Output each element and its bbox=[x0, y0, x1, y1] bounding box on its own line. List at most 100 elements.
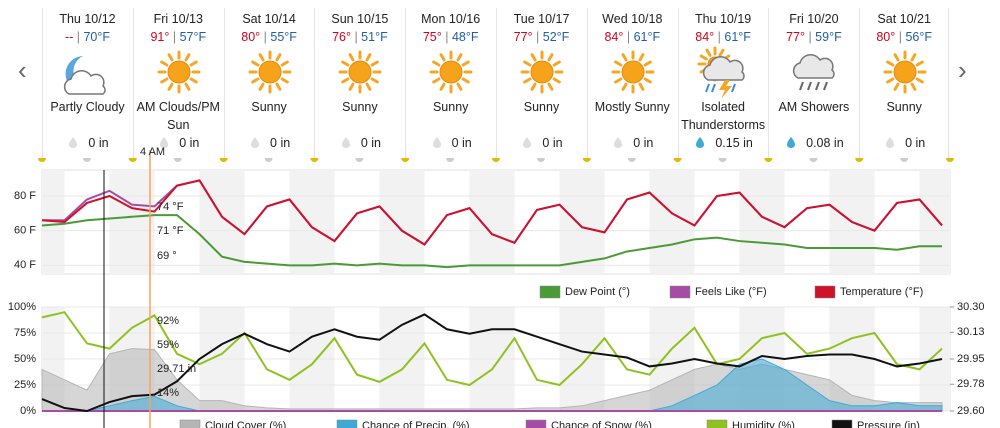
drop-icon bbox=[693, 136, 715, 150]
day-date: Wed 10/18 bbox=[602, 12, 663, 26]
low-temp: 70°F bbox=[83, 30, 111, 44]
day-card: Sun 10/15 76° | 51°F Sunny 0 in bbox=[314, 8, 404, 158]
condition: Mostly Sunny bbox=[594, 100, 670, 114]
moon-dot bbox=[718, 158, 727, 162]
legend-swatch bbox=[831, 419, 853, 428]
legend-label: Cloud Cover (%) bbox=[205, 420, 286, 428]
sun-dot bbox=[492, 158, 500, 162]
night-band bbox=[379, 170, 425, 274]
day-temps: 84° | 61°F bbox=[679, 30, 768, 46]
legend-label: Pressure (in) bbox=[857, 420, 920, 428]
weather-icon bbox=[43, 46, 132, 98]
drop bbox=[886, 137, 895, 148]
next-arrow[interactable]: › bbox=[958, 55, 967, 85]
night-band bbox=[199, 170, 245, 274]
day-card: Tue 10/17 77° | 52°F Sunny 0 in bbox=[496, 8, 586, 158]
sun-dot bbox=[582, 158, 591, 162]
separator: | bbox=[260, 30, 271, 44]
y-tick-label: 0% bbox=[20, 405, 36, 417]
line bbox=[41, 214, 942, 269]
icon bbox=[697, 46, 745, 99]
condition: Sunny bbox=[251, 100, 287, 114]
drop bbox=[523, 137, 532, 148]
moon-dot bbox=[627, 158, 636, 162]
day-temps: -- | 70°F bbox=[43, 30, 132, 46]
icon bbox=[248, 50, 292, 94]
high-temp: 80° bbox=[241, 30, 261, 44]
weather-icon bbox=[497, 46, 586, 98]
day-date: Sat 10/21 bbox=[877, 12, 931, 26]
icon bbox=[611, 50, 655, 94]
weather-icon bbox=[406, 46, 495, 98]
condition: AM Clouds/PM Sun bbox=[136, 100, 220, 132]
drop-icon bbox=[248, 136, 270, 150]
legend-swatch bbox=[706, 419, 728, 428]
hover-value: 74 °F bbox=[157, 201, 184, 213]
y2-tick-label: 29.78 bbox=[957, 378, 985, 390]
precip: 0 in bbox=[588, 136, 677, 152]
legend-label: Chance of Snow (%) bbox=[551, 420, 652, 428]
separator: | bbox=[350, 30, 362, 44]
sun-dot bbox=[764, 158, 773, 162]
day-date: Sat 10/14 bbox=[242, 12, 296, 26]
day-temps: 80° | 56°F bbox=[860, 30, 948, 46]
y2-tick-label: 29.60 bbox=[957, 405, 985, 417]
moon-dot bbox=[173, 158, 182, 162]
separator: | bbox=[441, 30, 452, 44]
precip: 0 in bbox=[225, 136, 314, 152]
low-temp: 57°F bbox=[179, 30, 207, 44]
day-date: Sun 10/15 bbox=[331, 12, 389, 26]
legend-label: Chance of Precip. (%) bbox=[362, 420, 470, 428]
day-card: Wed 10/18 84° | 61°F Mostly Sunny 0 in bbox=[586, 8, 677, 158]
prev-arrow[interactable]: ‹ bbox=[18, 55, 27, 85]
day-card: Sat 10/21 80° | 56°F Sunny 0 in bbox=[859, 8, 950, 158]
separator: | bbox=[804, 30, 816, 44]
drop bbox=[251, 137, 260, 148]
condition: Sunny bbox=[342, 100, 378, 114]
day-card: Sat 10/14 80° | 55°F Sunny 0 in bbox=[223, 8, 314, 158]
legend-label: Humidity (%) bbox=[732, 420, 795, 428]
day-date: Fri 10/13 bbox=[153, 12, 203, 26]
condition: Sunny bbox=[432, 100, 469, 114]
low-temp: 59°F bbox=[815, 30, 842, 44]
y2-tick-label: 30.30 bbox=[957, 301, 985, 313]
y-tick-label: 100% bbox=[8, 301, 36, 313]
precip-amount: 0 in bbox=[360, 136, 381, 150]
legend-swatch bbox=[336, 419, 358, 428]
drop-icon bbox=[430, 136, 452, 150]
day-date: Thu 10/12 bbox=[59, 12, 116, 26]
day-date: Fri 10/20 bbox=[789, 12, 839, 26]
night-band bbox=[469, 170, 515, 274]
line bbox=[41, 313, 943, 413]
weather-icon bbox=[315, 46, 404, 98]
separator: | bbox=[169, 30, 180, 44]
low-temp: 61°F bbox=[633, 30, 661, 44]
night-band bbox=[919, 170, 950, 274]
condition: AM Showers bbox=[778, 100, 850, 114]
icon bbox=[338, 50, 382, 94]
precip-amount: 0 in bbox=[179, 136, 200, 150]
weather-icon bbox=[134, 46, 223, 98]
precip: 0 in bbox=[134, 136, 223, 152]
precip-amount: 0.08 in bbox=[806, 136, 844, 150]
moon-dot bbox=[264, 158, 273, 162]
day-temps: 91° | 57°F bbox=[134, 30, 223, 46]
drop bbox=[341, 137, 350, 148]
night-band bbox=[739, 170, 785, 274]
sun-dot bbox=[38, 158, 46, 162]
condition: Partly Cloudy bbox=[50, 100, 125, 114]
high-temp: 84° bbox=[604, 30, 624, 44]
weather-icon bbox=[679, 46, 768, 99]
low-temp: 61°F bbox=[724, 30, 751, 44]
day-temps: 76° | 51°F bbox=[315, 30, 404, 46]
icon bbox=[157, 50, 201, 94]
legend-swatch bbox=[669, 285, 691, 299]
high-temp: -- bbox=[64, 30, 74, 44]
hover-value: 69 ° bbox=[157, 250, 177, 262]
low-temp: 55°F bbox=[270, 30, 297, 44]
condition: Sunny bbox=[523, 100, 560, 114]
drop-icon bbox=[157, 136, 179, 150]
low-temp: 51°F bbox=[361, 30, 388, 44]
icon bbox=[520, 50, 564, 94]
